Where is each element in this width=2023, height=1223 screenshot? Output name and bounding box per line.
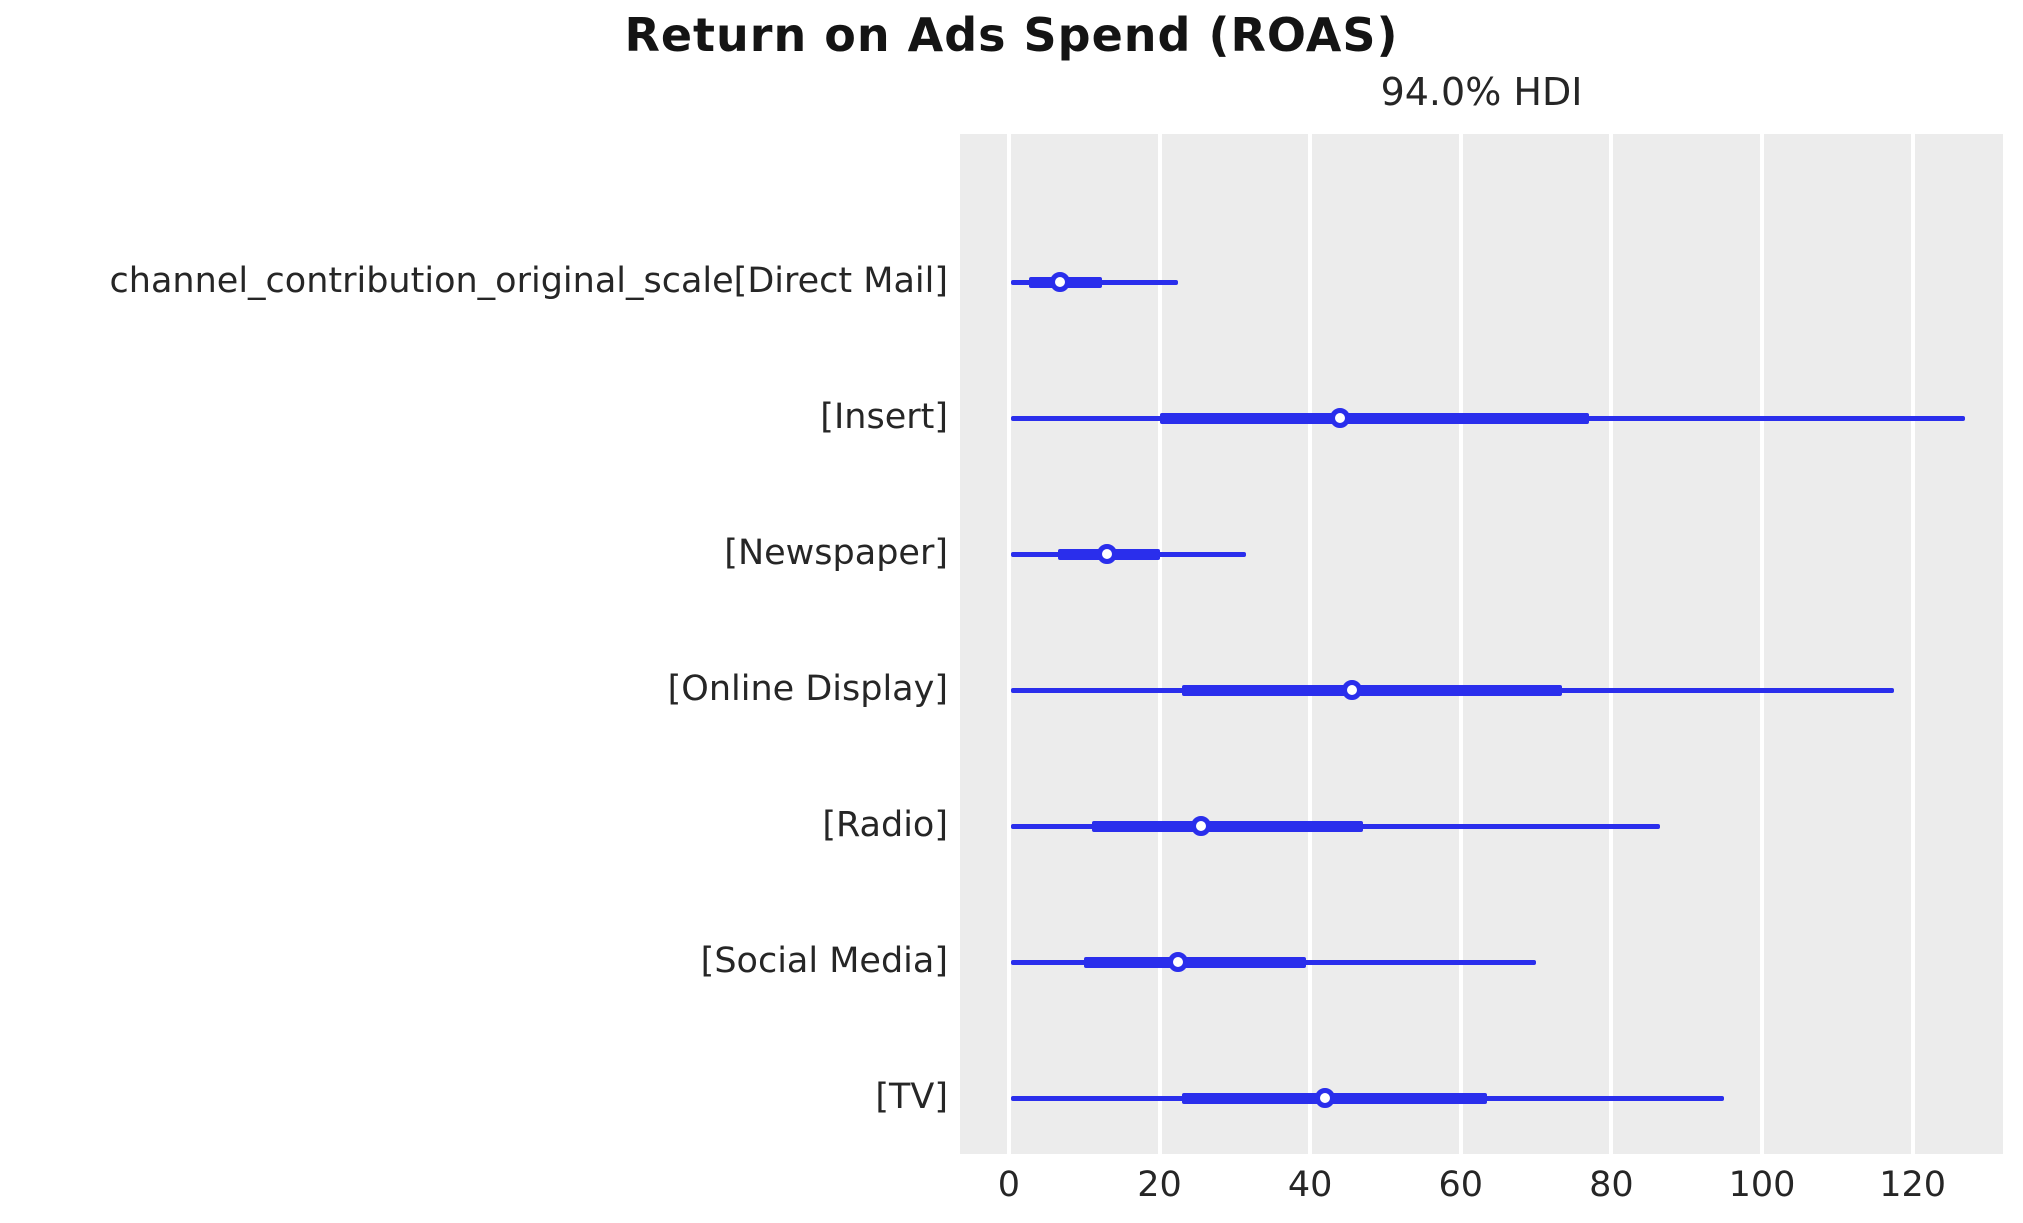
median-marker xyxy=(1341,680,1362,700)
gridline xyxy=(1910,134,1915,1154)
row-label: [Online Display] xyxy=(667,669,948,709)
row-label: channel_contribution_original_scale[Dire… xyxy=(109,261,948,301)
median-marker xyxy=(1190,816,1211,836)
gridline xyxy=(1308,134,1313,1154)
plot-area xyxy=(960,134,2003,1154)
gridline xyxy=(1157,134,1162,1154)
x-tick-label: 60 xyxy=(1438,1165,1484,1205)
x-tick-label: 80 xyxy=(1589,1165,1634,1205)
gridline xyxy=(1458,134,1463,1154)
row-label: [TV] xyxy=(875,1077,948,1117)
gridline xyxy=(1006,134,1011,1154)
median-marker xyxy=(1330,408,1351,428)
chart-title: Return on Ads Spend (ROAS) xyxy=(624,8,1399,62)
x-tick-label: 100 xyxy=(1728,1165,1796,1205)
gridline xyxy=(1760,134,1765,1154)
x-tick-label: 40 xyxy=(1287,1165,1333,1205)
hdi-subtitle: 94.0% HDI xyxy=(1380,70,1583,114)
x-tick-label: 0 xyxy=(997,1165,1021,1205)
median-marker xyxy=(1168,952,1189,972)
quartile-line xyxy=(1159,412,1589,424)
quartile-line xyxy=(1182,684,1563,696)
median-marker xyxy=(1096,544,1117,564)
x-tick-label: 20 xyxy=(1137,1165,1182,1205)
row-label: [Social Media] xyxy=(700,941,948,981)
row-label: [Radio] xyxy=(822,805,948,845)
median-marker xyxy=(1315,1088,1336,1108)
row-label: [Newspaper] xyxy=(724,533,948,573)
gridline xyxy=(1609,134,1614,1154)
row-label: [Insert] xyxy=(820,397,948,437)
quartile-line xyxy=(1091,820,1363,832)
x-tick-label: 120 xyxy=(1879,1165,1947,1205)
median-marker xyxy=(1050,272,1071,292)
quartile-line xyxy=(1084,956,1307,968)
